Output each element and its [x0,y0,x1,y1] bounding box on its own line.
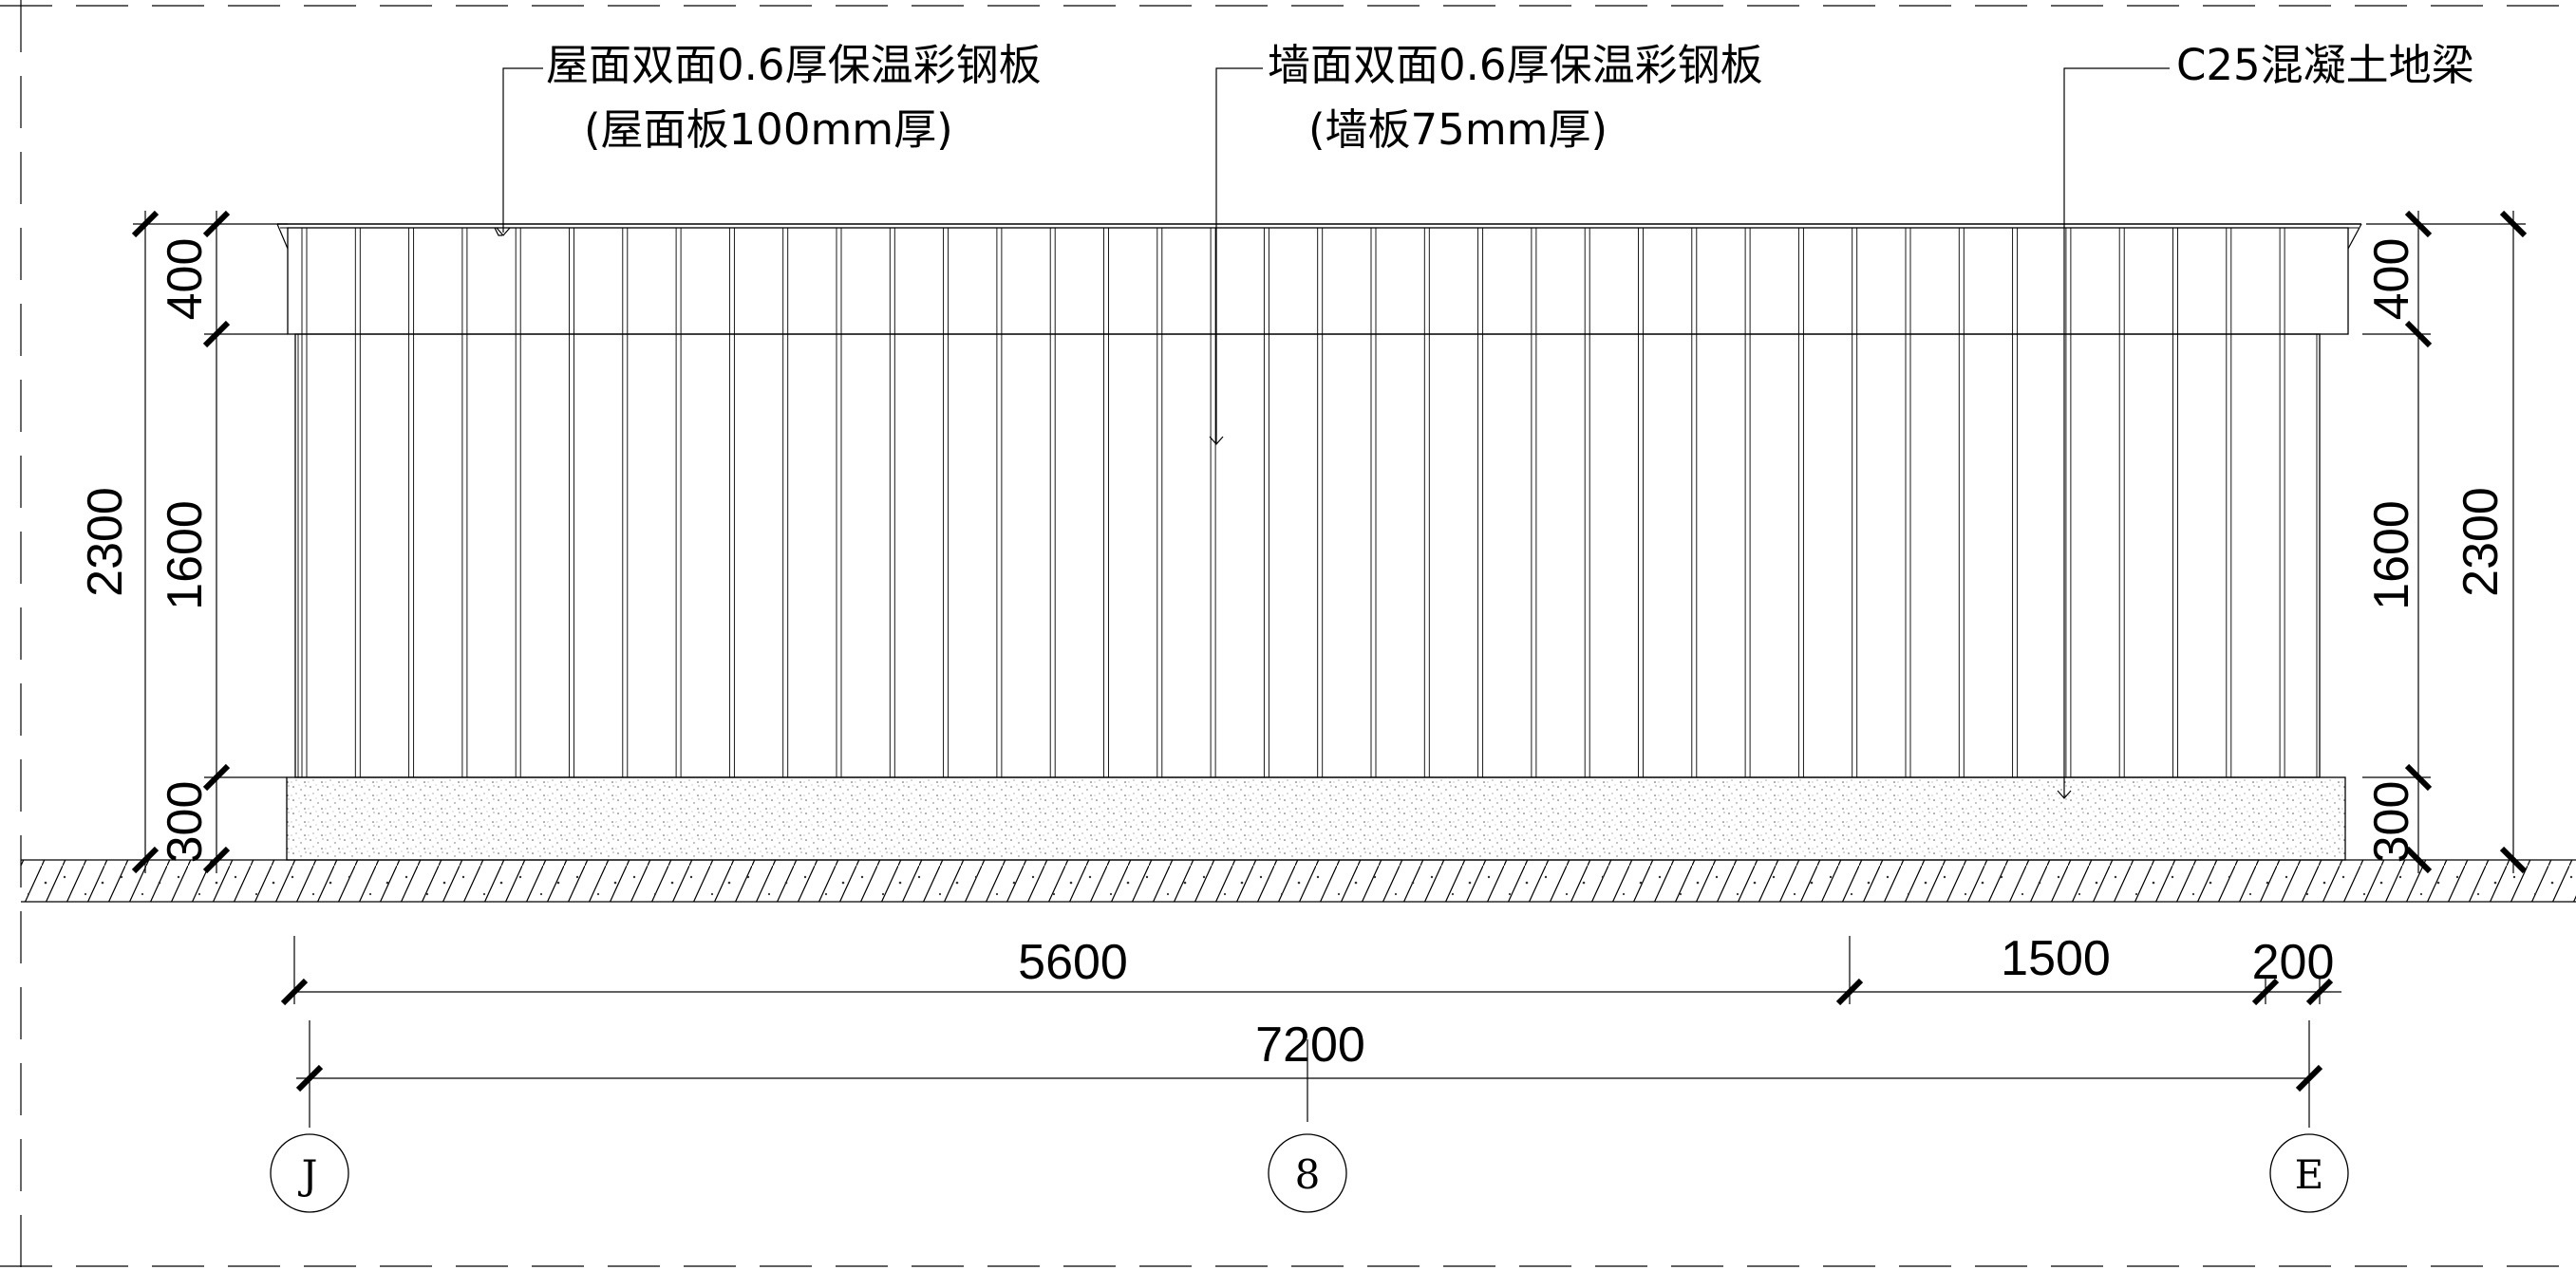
left-vertical-dimensions [133,211,288,873]
ground-hatch [21,859,2576,903]
span-1500: 1500 [2001,931,2111,986]
ground-beam-label: C25混凝土地梁 [2176,40,2474,90]
axis-label-8: 8 [1295,1151,1321,1198]
wall-panel-ribs [301,228,2285,777]
axis-bubble-e [2269,1133,2349,1213]
left-dimension-ticks [131,210,231,874]
span-5600: 5600 [1018,935,1128,990]
right-top-height: 400 [2364,238,2419,321]
right-dimension-ticks [2404,210,2528,874]
right-middle-height: 1600 [2364,500,2419,610]
ground-beam [286,776,2346,861]
annotation-labels: 屋面双面0.6厚保温彩钢板 (屋面板100mm厚) 墙面双面0.6厚保温彩钢板 … [546,40,2474,155]
left-top-height: 400 [158,238,213,321]
wall-panel-thickness-label: (墙板75mm厚) [1308,104,1608,155]
axis-bubbles: J 8 E [270,1133,2349,1213]
axis-label-j: J [298,1151,318,1198]
axis-bubble-8 [1268,1133,1347,1213]
right-total-height: 2300 [2454,487,2509,597]
span-7200-overall: 7200 [1255,1018,1365,1073]
left-middle-height: 1600 [158,500,213,610]
right-dimension-text: 400 1600 300 2300 [2364,238,2509,864]
right-bottom-height: 300 [2364,781,2419,864]
span-200: 200 [2252,935,2335,990]
roof-panel-thickness-label: (屋面板100mm厚) [584,104,953,155]
axis-label-e: E [2295,1151,2324,1198]
left-total-height: 2300 [78,487,133,597]
horizontal-dimension-text: 5600 1500 200 7200 [1018,931,2334,1073]
roof-panel-label: 屋面双面0.6厚保温彩钢板 [546,40,1042,90]
wall-panel-label: 墙面双面0.6厚保温彩钢板 [1268,40,1763,90]
horizontal-dimension-ticks [280,978,2334,1093]
left-dimension-text: 2300 400 1600 300 [78,238,213,864]
left-bottom-height: 300 [158,781,213,864]
leader-lines [494,67,2170,799]
wall-panel [294,333,2321,778]
right-vertical-dimensions [2362,211,2526,873]
building-elevation [276,223,2362,861]
axis-bubble-j [270,1133,349,1213]
